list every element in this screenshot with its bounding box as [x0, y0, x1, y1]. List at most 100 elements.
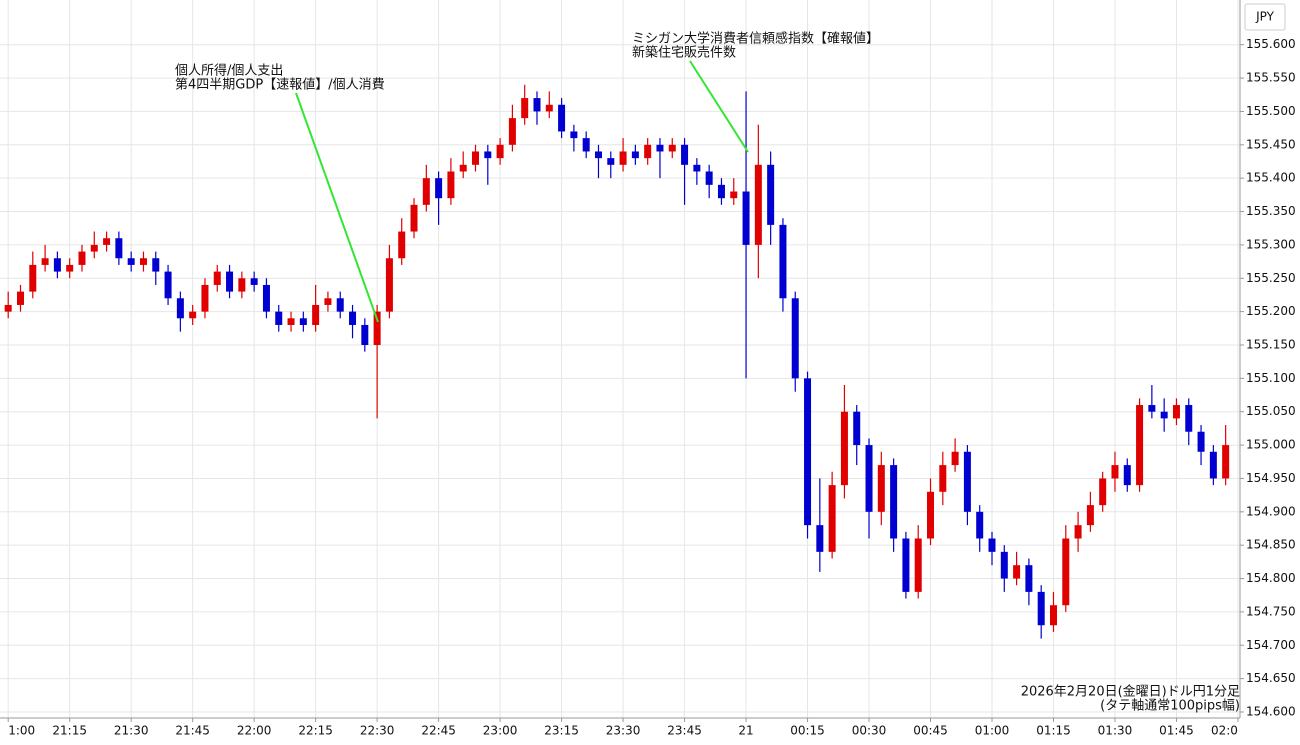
- candle-body: [914, 538, 922, 592]
- y-tick-label: 155.350: [1246, 204, 1296, 218]
- annotation-pointer: [689, 60, 749, 153]
- candle-body: [767, 164, 775, 225]
- y-tick-label: 155.600: [1246, 37, 1296, 51]
- candle-body: [1123, 465, 1131, 486]
- candle-body: [508, 118, 516, 145]
- y-tick-label: 154.900: [1246, 504, 1296, 518]
- x-tick-label: 01:15: [1036, 724, 1071, 738]
- candle-body: [865, 445, 873, 512]
- y-tick-label: 154.850: [1246, 538, 1296, 552]
- candle-body: [41, 258, 49, 265]
- candle-body: [988, 538, 996, 552]
- candle-body: [742, 191, 750, 245]
- x-tick-label: 00:30: [852, 724, 887, 738]
- candle-body: [668, 144, 676, 152]
- candle-body: [447, 171, 455, 199]
- currency-box: [1244, 3, 1286, 31]
- candle-body: [717, 184, 725, 199]
- y-tick-label: 155.000: [1246, 438, 1296, 452]
- y-tick-label: 154.800: [1246, 571, 1296, 585]
- x-tick-label: 21: [738, 724, 753, 738]
- x-tick-label: 1:00: [8, 724, 35, 738]
- grid: [0, 0, 1244, 722]
- candle-body: [951, 451, 959, 466]
- candle-body: [201, 284, 209, 312]
- candle-body: [139, 258, 147, 265]
- annotation-pointer: [295, 92, 379, 323]
- candle-body: [1222, 445, 1230, 479]
- chart-note: 2026年2月20日(金曜日)ドル円1分足: [1021, 684, 1240, 700]
- candle-body: [226, 271, 234, 292]
- candle-body: [963, 451, 971, 512]
- candle-body: [299, 318, 307, 325]
- candle-body: [349, 311, 357, 325]
- x-tick-label: 22:45: [421, 724, 456, 738]
- candle-body: [927, 491, 935, 539]
- candle-body: [287, 318, 295, 325]
- candle-body: [103, 238, 111, 245]
- candle-body: [1000, 551, 1008, 579]
- candle-body: [472, 151, 480, 165]
- candle-body: [275, 311, 283, 325]
- annotation: 個人所得/個人支出: [175, 63, 283, 79]
- x-tick-label: 00:45: [913, 724, 948, 738]
- candle-body: [152, 258, 160, 272]
- candle-body: [66, 264, 74, 272]
- x-tick-label: 23:30: [606, 724, 641, 738]
- candle-body: [521, 98, 529, 119]
- x-tick-label: 01:45: [1159, 724, 1194, 738]
- candle-body: [582, 138, 590, 152]
- candle-body: [558, 104, 566, 132]
- candle-body: [422, 178, 430, 205]
- candle-body: [877, 465, 885, 512]
- candle-body: [853, 411, 861, 446]
- candle-body: [435, 178, 443, 199]
- x-tick-label: 21:45: [175, 724, 210, 738]
- candle-body: [189, 311, 197, 319]
- annotation: ミシガン大学消費者信頼感指数【確報値】: [632, 31, 879, 47]
- candle-body: [78, 251, 86, 265]
- candle-body: [902, 538, 910, 592]
- candle-body: [164, 271, 172, 299]
- candle-body: [398, 231, 406, 259]
- candle-body: [53, 258, 61, 272]
- candle-body: [1049, 605, 1057, 626]
- candle-body: [459, 164, 467, 172]
- candle-body: [533, 98, 541, 112]
- candle-body: [1172, 405, 1180, 419]
- candle-body: [1025, 565, 1033, 592]
- y-tick-label: 155.450: [1246, 137, 1296, 151]
- x-tick-label: 22:15: [298, 724, 333, 738]
- candle-body: [791, 298, 799, 379]
- x-tick-label: 02:0: [1211, 724, 1238, 738]
- candle-body: [213, 271, 221, 285]
- x-tick-label: 22:00: [237, 724, 272, 738]
- candle-body: [607, 158, 615, 165]
- chart-note: (タテ軸通常100pips幅): [1100, 699, 1240, 714]
- candle-body: [804, 378, 812, 526]
- x-tick-label: 01:30: [1098, 724, 1133, 738]
- candle-body: [361, 324, 369, 345]
- y-tick-label: 154.950: [1246, 471, 1296, 485]
- candle-body: [484, 151, 492, 159]
- candle-body: [1209, 451, 1217, 479]
- y-tick-label: 155.250: [1246, 271, 1296, 285]
- candle-body: [1086, 505, 1094, 526]
- candle-body: [385, 258, 393, 312]
- candle-body: [1136, 405, 1144, 486]
- currency-label: JPY: [1255, 10, 1275, 24]
- candle-body: [816, 525, 824, 552]
- candle-body: [496, 144, 504, 159]
- y-tick-label: 155.150: [1246, 337, 1296, 351]
- x-tick-label: 22:30: [360, 724, 395, 738]
- y-tick-label: 155.100: [1246, 371, 1296, 385]
- y-tick-label: 155.050: [1246, 404, 1296, 418]
- candle-body: [1074, 525, 1082, 539]
- candle-body: [1013, 565, 1021, 579]
- candle-body: [779, 224, 787, 299]
- candle-body: [890, 465, 898, 539]
- candle-body: [115, 238, 123, 259]
- candle-body: [693, 164, 701, 172]
